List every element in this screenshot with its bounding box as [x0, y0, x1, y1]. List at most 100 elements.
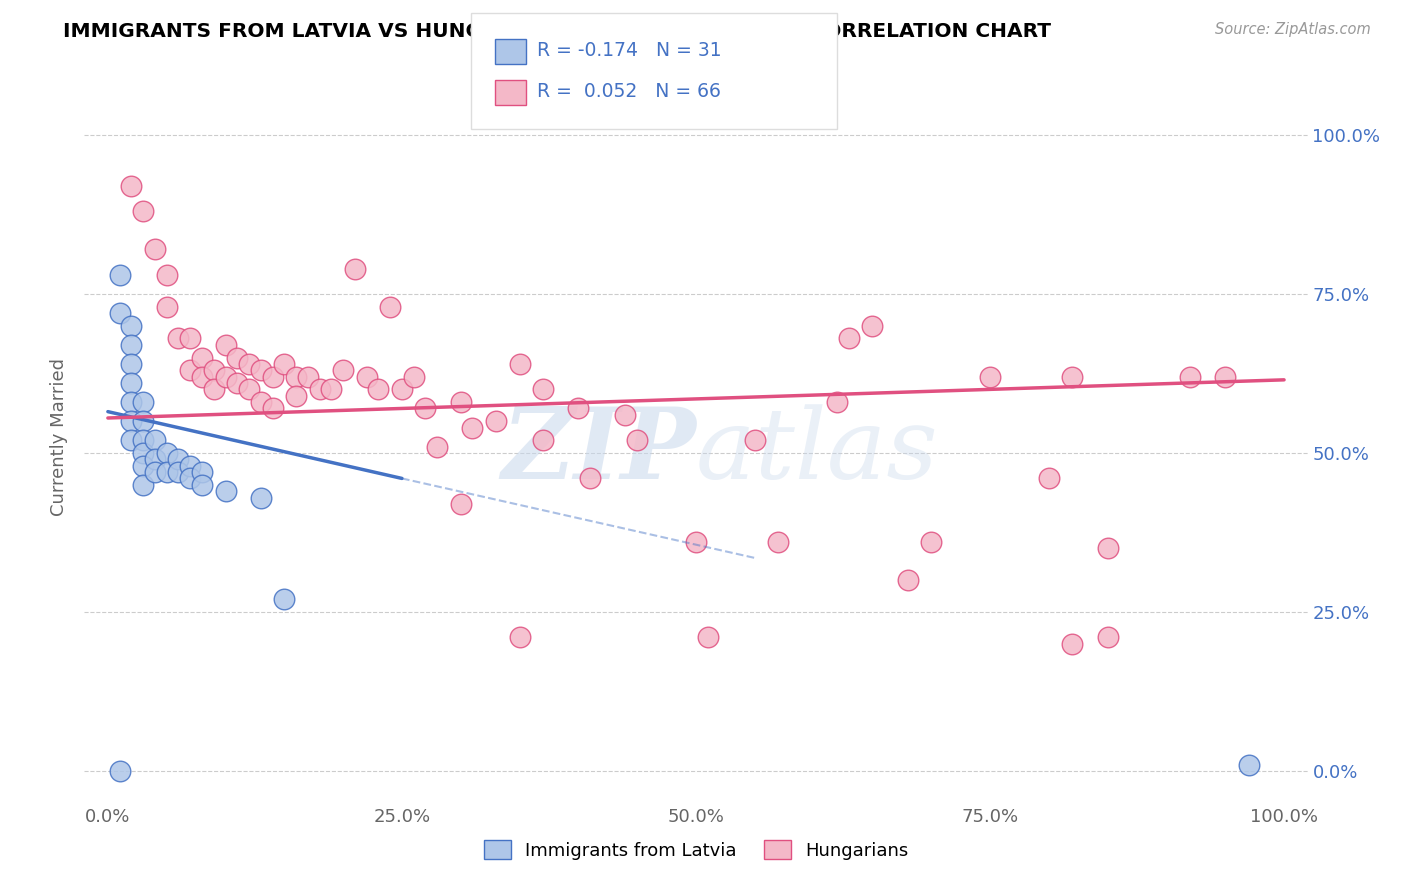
Point — [380, 300, 402, 314]
Point — [262, 369, 284, 384]
Point — [626, 434, 648, 448]
Y-axis label: Currently Married: Currently Married — [51, 358, 69, 516]
Point — [1213, 369, 1236, 384]
Point — [450, 497, 472, 511]
Point — [132, 446, 155, 460]
Point — [214, 338, 236, 352]
Text: atlas: atlas — [696, 404, 939, 500]
Point — [120, 376, 142, 390]
Point — [1097, 631, 1119, 645]
Point — [143, 434, 166, 448]
Point — [1062, 637, 1084, 651]
Point — [143, 243, 166, 257]
Point — [860, 318, 883, 333]
Point — [249, 363, 271, 377]
Point — [226, 376, 249, 390]
Point — [367, 383, 389, 397]
Point — [332, 363, 354, 377]
Point — [415, 401, 437, 416]
Point — [179, 363, 201, 377]
Point — [156, 300, 179, 314]
Point — [897, 573, 920, 587]
Point — [108, 764, 131, 778]
Point — [120, 318, 142, 333]
Point — [696, 631, 718, 645]
Point — [226, 351, 249, 365]
Point — [768, 535, 790, 549]
Point — [509, 631, 531, 645]
Point — [321, 383, 343, 397]
Point — [509, 357, 531, 371]
Point — [156, 446, 179, 460]
Point — [579, 471, 602, 485]
Point — [308, 383, 330, 397]
Point — [132, 458, 155, 473]
Point — [179, 458, 201, 473]
Point — [1062, 369, 1084, 384]
Point — [191, 465, 214, 479]
Point — [297, 369, 319, 384]
Point — [485, 414, 508, 428]
Point — [531, 383, 554, 397]
Point — [143, 452, 166, 467]
Point — [132, 414, 155, 428]
Point — [1178, 369, 1201, 384]
Point — [1038, 471, 1060, 485]
Point — [273, 592, 295, 607]
Point — [450, 395, 472, 409]
Point — [156, 268, 179, 282]
Point — [285, 369, 308, 384]
Point — [214, 369, 236, 384]
Point — [838, 331, 860, 345]
Text: R = -0.174   N = 31: R = -0.174 N = 31 — [537, 41, 721, 61]
Point — [132, 395, 155, 409]
Point — [108, 268, 131, 282]
Point — [179, 331, 201, 345]
Point — [614, 408, 637, 422]
Point — [143, 465, 166, 479]
Point — [531, 434, 554, 448]
Point — [262, 401, 284, 416]
Point — [426, 440, 449, 454]
Point — [120, 434, 142, 448]
Point — [191, 477, 214, 491]
Text: Source: ZipAtlas.com: Source: ZipAtlas.com — [1215, 22, 1371, 37]
Point — [167, 331, 190, 345]
Point — [979, 369, 1001, 384]
Point — [156, 465, 179, 479]
Text: ZIP: ZIP — [501, 403, 696, 500]
Text: IMMIGRANTS FROM LATVIA VS HUNGARIAN CURRENTLY MARRIED CORRELATION CHART: IMMIGRANTS FROM LATVIA VS HUNGARIAN CURR… — [63, 22, 1052, 41]
Point — [191, 369, 214, 384]
Point — [461, 420, 484, 434]
Point — [249, 491, 271, 505]
Point — [167, 465, 190, 479]
Point — [285, 389, 308, 403]
Point — [167, 452, 190, 467]
Point — [202, 363, 225, 377]
Point — [132, 434, 155, 448]
Point — [744, 434, 766, 448]
Point — [685, 535, 707, 549]
Legend: Immigrants from Latvia, Hungarians: Immigrants from Latvia, Hungarians — [477, 833, 915, 867]
Point — [202, 383, 225, 397]
Text: R =  0.052   N = 66: R = 0.052 N = 66 — [537, 82, 721, 102]
Point — [120, 414, 142, 428]
Point — [356, 369, 378, 384]
Point — [825, 395, 848, 409]
Point — [402, 369, 425, 384]
Point — [567, 401, 589, 416]
Point — [120, 338, 142, 352]
Point — [132, 477, 155, 491]
Point — [391, 383, 413, 397]
Point — [238, 357, 260, 371]
Point — [132, 204, 155, 219]
Point — [273, 357, 295, 371]
Point — [120, 357, 142, 371]
Point — [1237, 757, 1260, 772]
Point — [108, 306, 131, 320]
Point — [343, 261, 366, 276]
Point — [120, 178, 142, 193]
Point — [249, 395, 271, 409]
Point — [238, 383, 260, 397]
Point — [179, 471, 201, 485]
